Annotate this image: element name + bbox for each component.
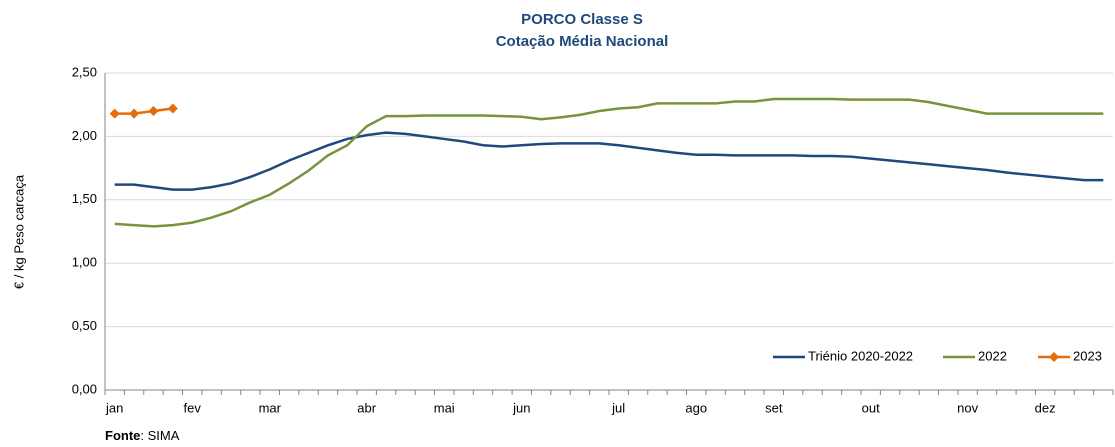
x-tick-label: mar	[259, 400, 282, 415]
y-tick-label: 1,00	[72, 255, 97, 270]
y-tick-label: 1,50	[72, 191, 97, 206]
y-tick-label: 0,50	[72, 318, 97, 333]
x-tick-label: abr	[357, 400, 376, 415]
point-marker	[148, 106, 159, 117]
y-axis-label: € / kg Peso carcaça	[11, 174, 26, 289]
series-line	[114, 107, 174, 115]
chart-title: PORCO Classe S	[521, 11, 643, 28]
legend-item: 2023	[1038, 348, 1102, 363]
legend-label: 2022	[978, 348, 1007, 363]
legend-label: Triénio 2020-2022	[808, 348, 913, 363]
y-tick-label: 2,00	[72, 128, 97, 143]
point-marker	[129, 108, 140, 119]
x-tick-label: out	[862, 400, 880, 415]
point-marker	[167, 103, 178, 114]
point-marker	[109, 108, 120, 119]
x-tick-label: dez	[1035, 400, 1056, 415]
x-tick-label: fev	[184, 400, 202, 415]
source: Fonte: SIMA	[105, 428, 180, 443]
y-tick-label: 0,00	[72, 381, 97, 396]
source-text: : SIMA	[140, 428, 179, 443]
x-tick-label: jun	[512, 400, 530, 415]
series-line	[114, 97, 1104, 228]
y-tick-label: 2,50	[72, 64, 97, 79]
legend-item: Triénio 2020-2022	[773, 348, 913, 363]
x-tick-label: jan	[105, 400, 123, 415]
x-tick-label: mai	[434, 400, 455, 415]
series-line	[114, 131, 1104, 191]
legend-label: 2023	[1073, 348, 1102, 363]
legend-item: 2022	[943, 348, 1007, 363]
x-tick-label: ago	[685, 400, 707, 415]
chart-subtitle: Cotação Média Nacional	[496, 33, 669, 50]
legend-marker	[1049, 352, 1059, 362]
source-label: Fonte	[105, 428, 140, 443]
x-tick-label: set	[765, 400, 783, 415]
x-tick-label: jul	[611, 400, 625, 415]
x-tick-label: nov	[957, 400, 978, 415]
